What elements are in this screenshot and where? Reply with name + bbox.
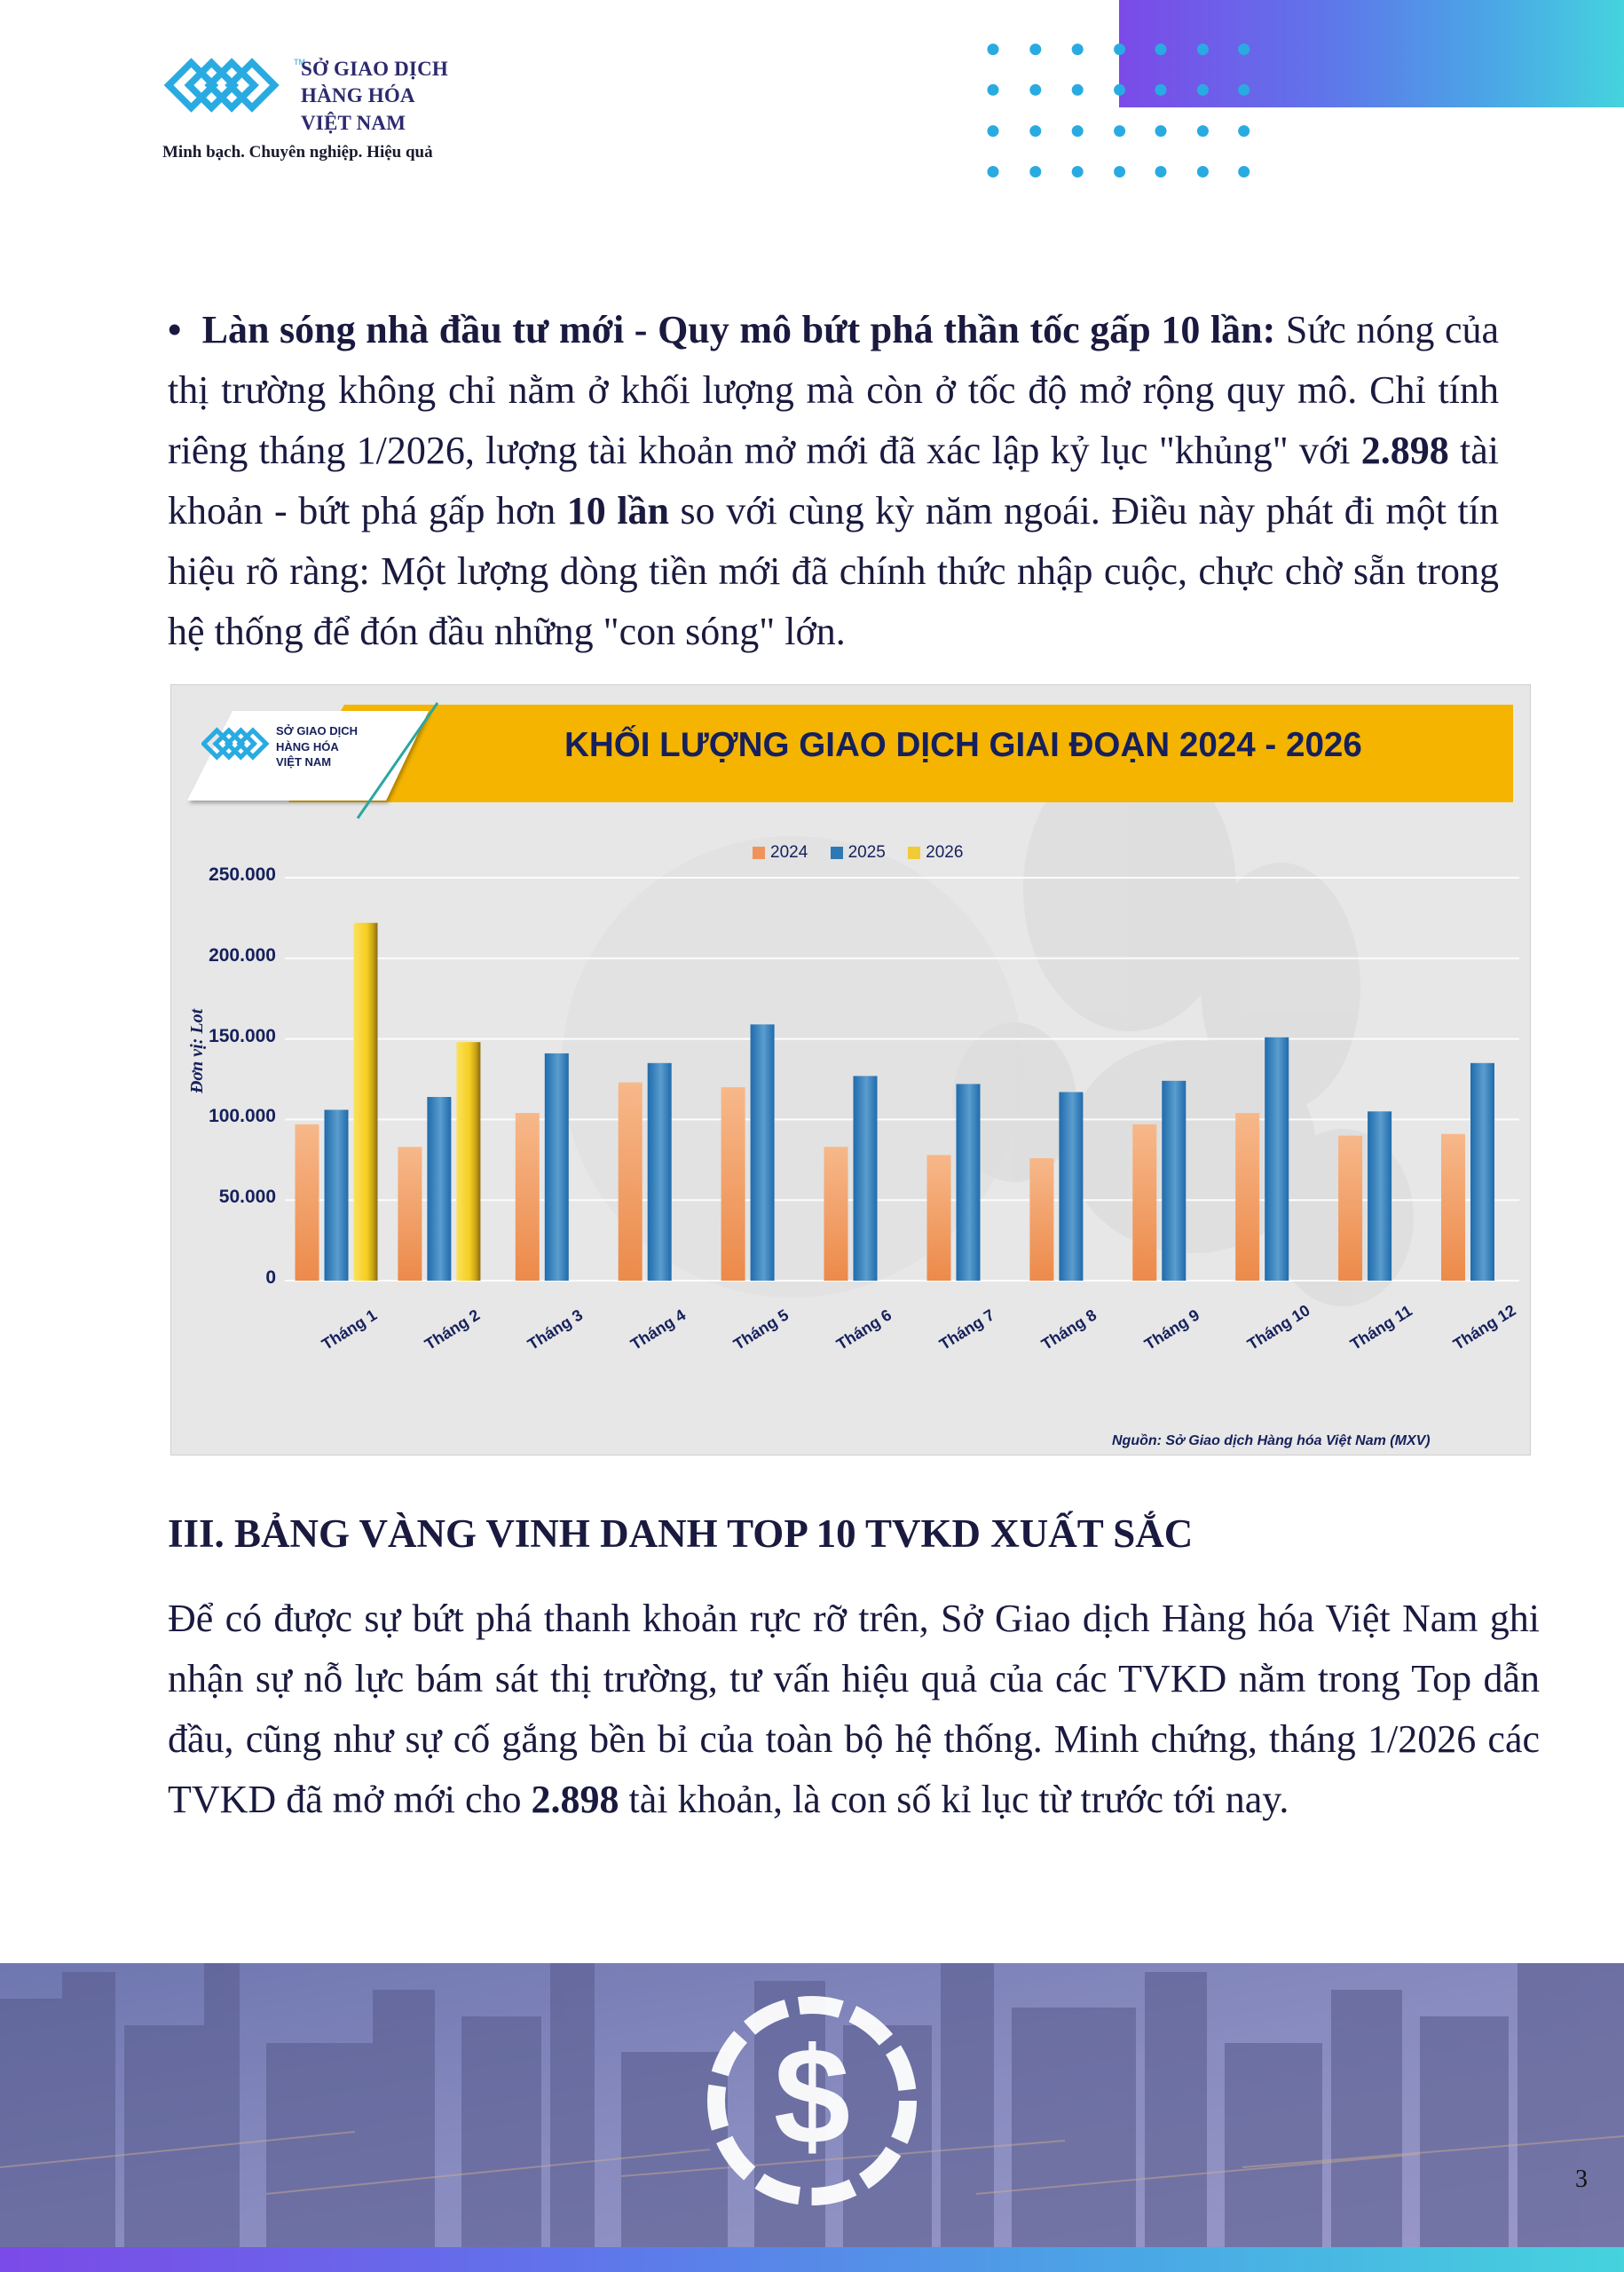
- svg-text:$: $: [774, 2019, 850, 2173]
